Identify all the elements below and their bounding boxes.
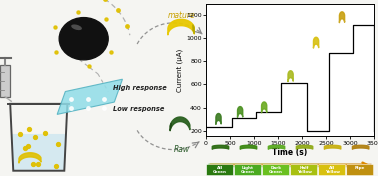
Text: mature: mature xyxy=(168,11,195,20)
FancyBboxPatch shape xyxy=(235,165,262,176)
Y-axis label: Current (μA): Current (μA) xyxy=(177,48,183,92)
Text: Green: Green xyxy=(241,170,255,174)
FancyBboxPatch shape xyxy=(319,165,345,176)
Text: All: All xyxy=(329,166,335,171)
Text: Low response: Low response xyxy=(113,106,165,112)
Text: Yellow: Yellow xyxy=(297,170,311,174)
Polygon shape xyxy=(11,134,67,170)
Text: All: All xyxy=(217,166,223,171)
Text: Green: Green xyxy=(269,170,283,174)
FancyBboxPatch shape xyxy=(291,165,318,176)
Text: Raw: Raw xyxy=(174,145,190,154)
Text: Green: Green xyxy=(213,170,227,174)
Text: High response: High response xyxy=(113,85,167,91)
Text: Dark: Dark xyxy=(271,166,282,171)
Polygon shape xyxy=(0,65,10,97)
Text: Yellow: Yellow xyxy=(325,170,339,174)
X-axis label: Time (s): Time (s) xyxy=(273,148,308,157)
Circle shape xyxy=(59,18,108,60)
Text: Ripe: Ripe xyxy=(355,166,366,171)
FancyBboxPatch shape xyxy=(206,165,234,176)
FancyBboxPatch shape xyxy=(263,165,290,176)
Polygon shape xyxy=(57,79,122,114)
FancyBboxPatch shape xyxy=(347,165,374,176)
Ellipse shape xyxy=(71,24,82,30)
Text: Half: Half xyxy=(299,166,309,171)
Text: Light: Light xyxy=(242,166,254,171)
